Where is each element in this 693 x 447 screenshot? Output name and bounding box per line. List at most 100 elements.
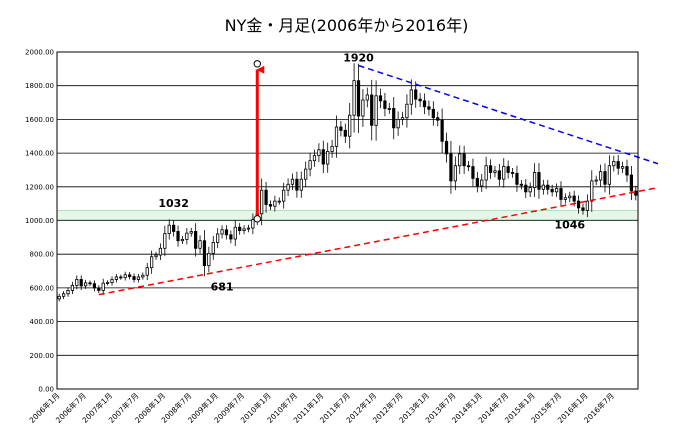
candle-body [480,179,484,187]
candle-body [180,238,185,242]
candle-layer [57,63,638,302]
chart-title: NY金・月足(2006年から2016年) [224,16,469,35]
candle-body [189,231,193,234]
candle-body [277,200,281,203]
trendline-layer [98,60,659,296]
candle-body [440,119,444,142]
candle-body [198,240,202,249]
candle-body [145,267,149,276]
candle-body [317,149,321,157]
candle-body [220,229,224,235]
candle-body [61,293,66,297]
candle-body [132,276,136,280]
candle-body [383,100,387,109]
candle-body [466,165,471,168]
support-trendline [98,186,659,296]
candle-body [172,224,176,232]
y-tick-label: 0.00 [38,386,54,394]
candle-body [242,228,246,232]
candle-body [238,226,242,232]
candle-body [88,282,92,285]
candle-body [330,145,334,152]
candle-body [233,226,237,240]
arrow-origin-point [253,215,261,223]
y-tick-label: 1800.00 [25,82,54,90]
candle-body [75,279,79,286]
candle-body [400,117,405,120]
price-annotation: 681 [211,280,234,293]
candle-body [114,276,119,280]
candle-body [528,187,532,193]
y-tick-label: 200.00 [30,352,55,360]
candle-body [119,276,123,279]
candle-body [444,140,449,155]
candle-body [409,89,413,105]
candle-body [559,188,563,200]
candle-body [620,166,625,169]
candle-body [110,279,114,283]
candle-body [488,165,493,173]
candle-body [66,290,70,295]
candle-body [453,165,457,182]
candle-body [101,282,105,291]
candle-body [176,231,180,242]
candle-body [387,108,391,110]
candle-body [590,180,594,202]
candle-body [136,276,141,280]
candle-body [405,103,409,119]
y-tick-label: 1600.00 [25,116,54,124]
candle-body [348,114,352,137]
candle-body [264,189,268,205]
candle-body [471,166,475,179]
price-annotation: 1920 [343,51,374,64]
candle-body [163,233,167,249]
candle-body [396,119,400,129]
candle-body [158,247,163,256]
label-layer: 0.00 200.00 400.00 600.00 800.00 1000.00 1200.… [25,49,616,425]
candle-body [449,153,453,182]
candle-body [92,283,97,289]
candle-body [312,155,317,162]
candle-body [167,224,171,235]
candle-body [378,95,383,102]
y-tick-label: 1400.00 [25,150,54,158]
candle-body [493,170,497,173]
candle-body [585,200,589,211]
candle-body [554,188,559,193]
candle-body [634,190,638,196]
candle-body [361,99,365,117]
candle-body [343,129,347,137]
candle-body [185,232,189,240]
candle-body [268,204,273,207]
candle-body [502,166,506,180]
candle-body [79,279,83,287]
price-annotation: 1032 [158,197,189,210]
candle-body [541,184,545,190]
y-tick-label: 1000.00 [25,217,54,225]
candle-body [612,161,616,167]
candle-body [207,252,211,267]
candle-body [290,178,295,185]
candle-body [515,172,519,185]
candle-body [356,80,361,117]
candle-body [70,284,75,291]
candle-body [229,234,233,240]
plot-area-border [56,51,639,390]
candle-body [246,227,251,230]
candle-body [295,178,299,191]
candle-body [128,274,132,278]
candle-body [506,166,510,173]
candle-body [436,117,440,121]
y-tick-label: 800.00 [30,251,55,259]
candle-body [576,200,581,209]
candle-body [321,149,325,165]
y-tick-label: 1200.00 [25,183,54,191]
candle-body [83,282,88,287]
candle-body [607,165,612,185]
candle-body [537,172,541,190]
candle-body [616,161,620,169]
candle-body [532,172,537,189]
y-tick-label: 2000.00 [25,49,54,57]
arrow-target-point [253,60,261,68]
candle-body [365,94,369,101]
